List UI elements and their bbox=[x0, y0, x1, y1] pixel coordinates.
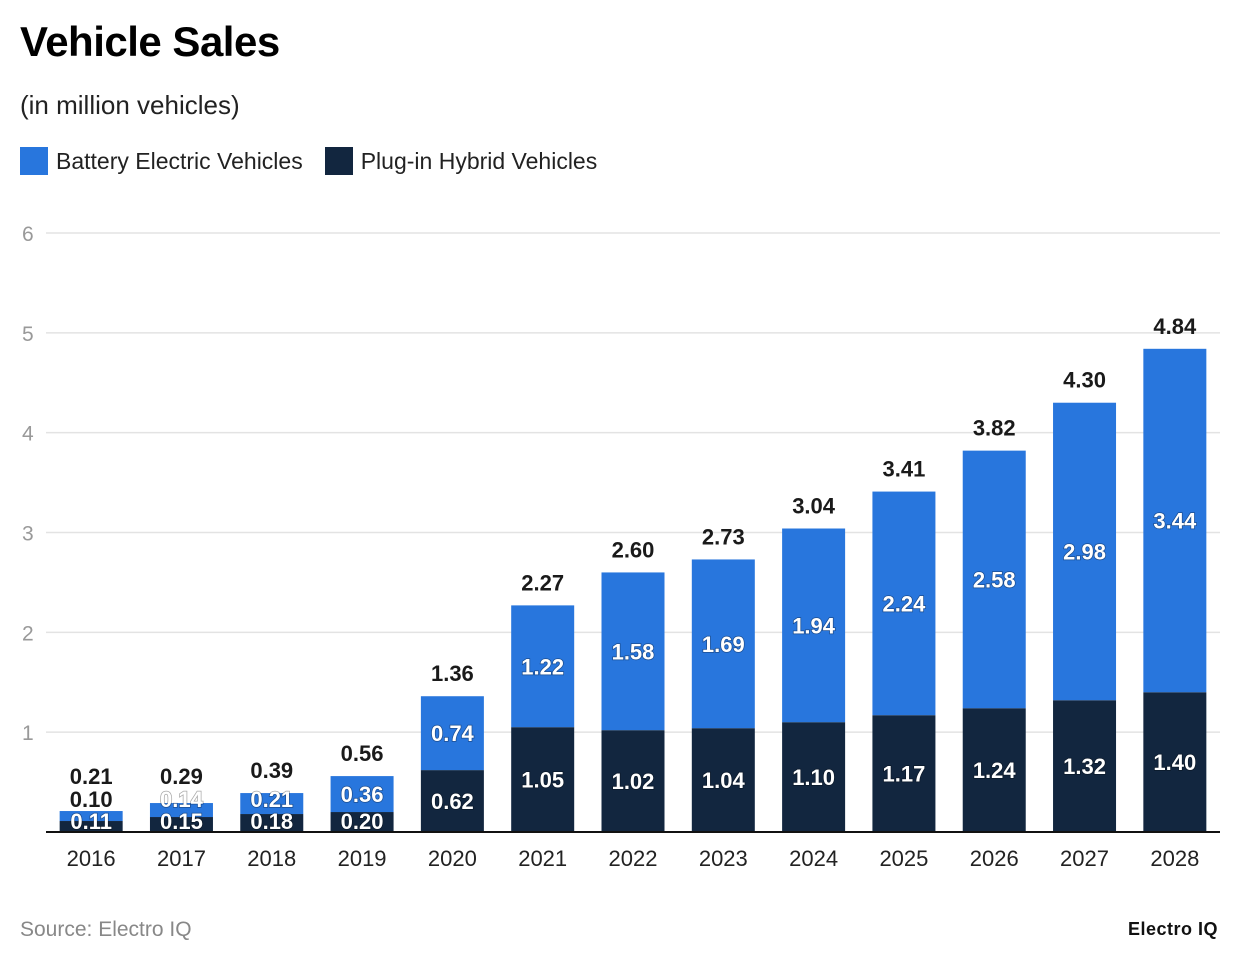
y-tick-label: 4 bbox=[22, 423, 34, 446]
data-label-bev: 0.36 bbox=[341, 782, 384, 807]
data-label-bev: 0.21 bbox=[250, 787, 293, 812]
bar-phev bbox=[1143, 692, 1207, 832]
bar-bev bbox=[691, 559, 755, 729]
x-tick-label: 2028 bbox=[1150, 846, 1199, 871]
total-label: 3.41 bbox=[883, 457, 926, 482]
y-tick-label: 5 bbox=[22, 323, 34, 346]
total-label: 4.84 bbox=[1153, 314, 1197, 339]
x-tick-label: 2026 bbox=[970, 846, 1019, 871]
data-label-bev: 1.94 bbox=[792, 613, 836, 638]
y-tick-label: 6 bbox=[22, 223, 34, 246]
bar-phev bbox=[962, 708, 1026, 832]
bar-phev bbox=[872, 715, 936, 832]
data-label-phev: 1.24 bbox=[973, 758, 1017, 783]
total-label: 2.60 bbox=[612, 537, 655, 562]
total-label: 0.56 bbox=[341, 741, 384, 766]
data-label-bev: 2.98 bbox=[1063, 539, 1106, 564]
x-tick-label: 2027 bbox=[1060, 846, 1109, 871]
chart-title: Vehicle Sales bbox=[20, 18, 280, 65]
y-tick-label: 2 bbox=[22, 622, 34, 645]
chart-subtitle: (in million vehicles) bbox=[20, 90, 240, 120]
bar-phev bbox=[601, 730, 665, 832]
x-tick-label: 2021 bbox=[518, 846, 567, 871]
data-label-phev: 1.40 bbox=[1153, 750, 1196, 775]
data-label-bev: 1.58 bbox=[612, 639, 655, 664]
data-label-phev: 1.05 bbox=[521, 768, 564, 793]
total-label: 0.29 bbox=[160, 764, 203, 789]
bar-bev bbox=[511, 605, 575, 728]
legend-item-bev: Battery Electric Vehicles bbox=[20, 147, 303, 175]
legend-label-phev: Plug-in Hybrid Vehicles bbox=[360, 147, 598, 174]
y-tick-label: 3 bbox=[22, 523, 34, 546]
bar-bev bbox=[601, 572, 665, 731]
bar-phev bbox=[240, 814, 304, 832]
bar-phev bbox=[1053, 700, 1117, 832]
bar-bev bbox=[1143, 348, 1207, 693]
bar-bev bbox=[420, 696, 484, 771]
data-label-bev: 0.74 bbox=[431, 721, 475, 746]
legend-swatch-bev bbox=[20, 147, 48, 175]
total-label: 0.39 bbox=[250, 758, 293, 783]
data-label-bev: 3.44 bbox=[1153, 509, 1197, 534]
data-label-phev: 0.18 bbox=[250, 809, 293, 834]
bar-bev bbox=[240, 793, 304, 815]
bar-bev bbox=[59, 811, 123, 822]
bar-phev bbox=[420, 770, 484, 832]
bar-bev bbox=[149, 803, 213, 818]
total-label: 2.27 bbox=[521, 570, 564, 595]
data-label-phev: 1.17 bbox=[883, 762, 926, 787]
bar-phev bbox=[782, 722, 846, 832]
data-label-phev: 1.02 bbox=[612, 769, 655, 794]
data-label-phev: 0.11 bbox=[70, 809, 112, 834]
legend-swatch-phev bbox=[324, 147, 353, 175]
bar-bev bbox=[872, 491, 936, 716]
bar-bev bbox=[962, 450, 1026, 709]
source-note: Source: Electro IQ bbox=[20, 918, 192, 941]
x-tick-label: 2022 bbox=[609, 846, 658, 871]
x-tick-label: 2020 bbox=[428, 846, 477, 871]
total-label: 2.73 bbox=[702, 524, 745, 549]
x-tick-label: 2023 bbox=[699, 846, 748, 871]
bar-phev bbox=[511, 727, 575, 832]
bar-bev bbox=[782, 528, 846, 723]
data-label-bev: 1.69 bbox=[702, 632, 745, 657]
data-label-phev: 1.10 bbox=[792, 765, 835, 790]
data-label-phev: 0.62 bbox=[431, 789, 474, 814]
legend-item-phev: Plug-in Hybrid Vehicles bbox=[324, 147, 598, 175]
data-label-bev: 2.58 bbox=[973, 567, 1016, 592]
x-tick-label: 2019 bbox=[338, 846, 387, 871]
data-label-bev: 0.10 bbox=[70, 787, 113, 812]
total-label: 1.36 bbox=[431, 661, 474, 686]
bar-phev bbox=[149, 817, 213, 832]
data-label-bev: 0.14 bbox=[160, 787, 204, 812]
x-tick-label: 2024 bbox=[789, 846, 838, 871]
brand-logo: Electro IQ bbox=[1127, 919, 1218, 939]
data-label-bev: 2.24 bbox=[883, 591, 927, 616]
data-label-phev: 1.32 bbox=[1063, 754, 1106, 779]
bar-bev bbox=[330, 776, 394, 813]
x-tick-label: 2018 bbox=[247, 846, 296, 871]
bar-phev bbox=[330, 812, 394, 832]
x-tick-label: 2025 bbox=[879, 846, 928, 871]
legend: Battery Electric Vehicles Plug-in Hybrid… bbox=[20, 147, 597, 175]
data-label-phev: 1.04 bbox=[702, 768, 746, 793]
data-label-phev: 0.15 bbox=[160, 809, 203, 834]
data-label-bev: 1.22 bbox=[521, 654, 564, 679]
total-label: 3.82 bbox=[973, 416, 1016, 441]
y-tick-label: 1 bbox=[22, 722, 34, 745]
x-tick-label: 2017 bbox=[157, 846, 206, 871]
total-label: 4.30 bbox=[1063, 368, 1106, 393]
legend-label-bev: Battery Electric Vehicles bbox=[56, 147, 303, 174]
total-label: 3.04 bbox=[792, 494, 836, 519]
bar-phev bbox=[691, 728, 755, 832]
bar-phev bbox=[59, 821, 123, 832]
total-label: 0.21 bbox=[70, 764, 113, 789]
data-label-phev: 0.20 bbox=[341, 809, 384, 834]
bar-bev bbox=[1053, 402, 1117, 701]
x-tick-label: 2016 bbox=[67, 846, 116, 871]
